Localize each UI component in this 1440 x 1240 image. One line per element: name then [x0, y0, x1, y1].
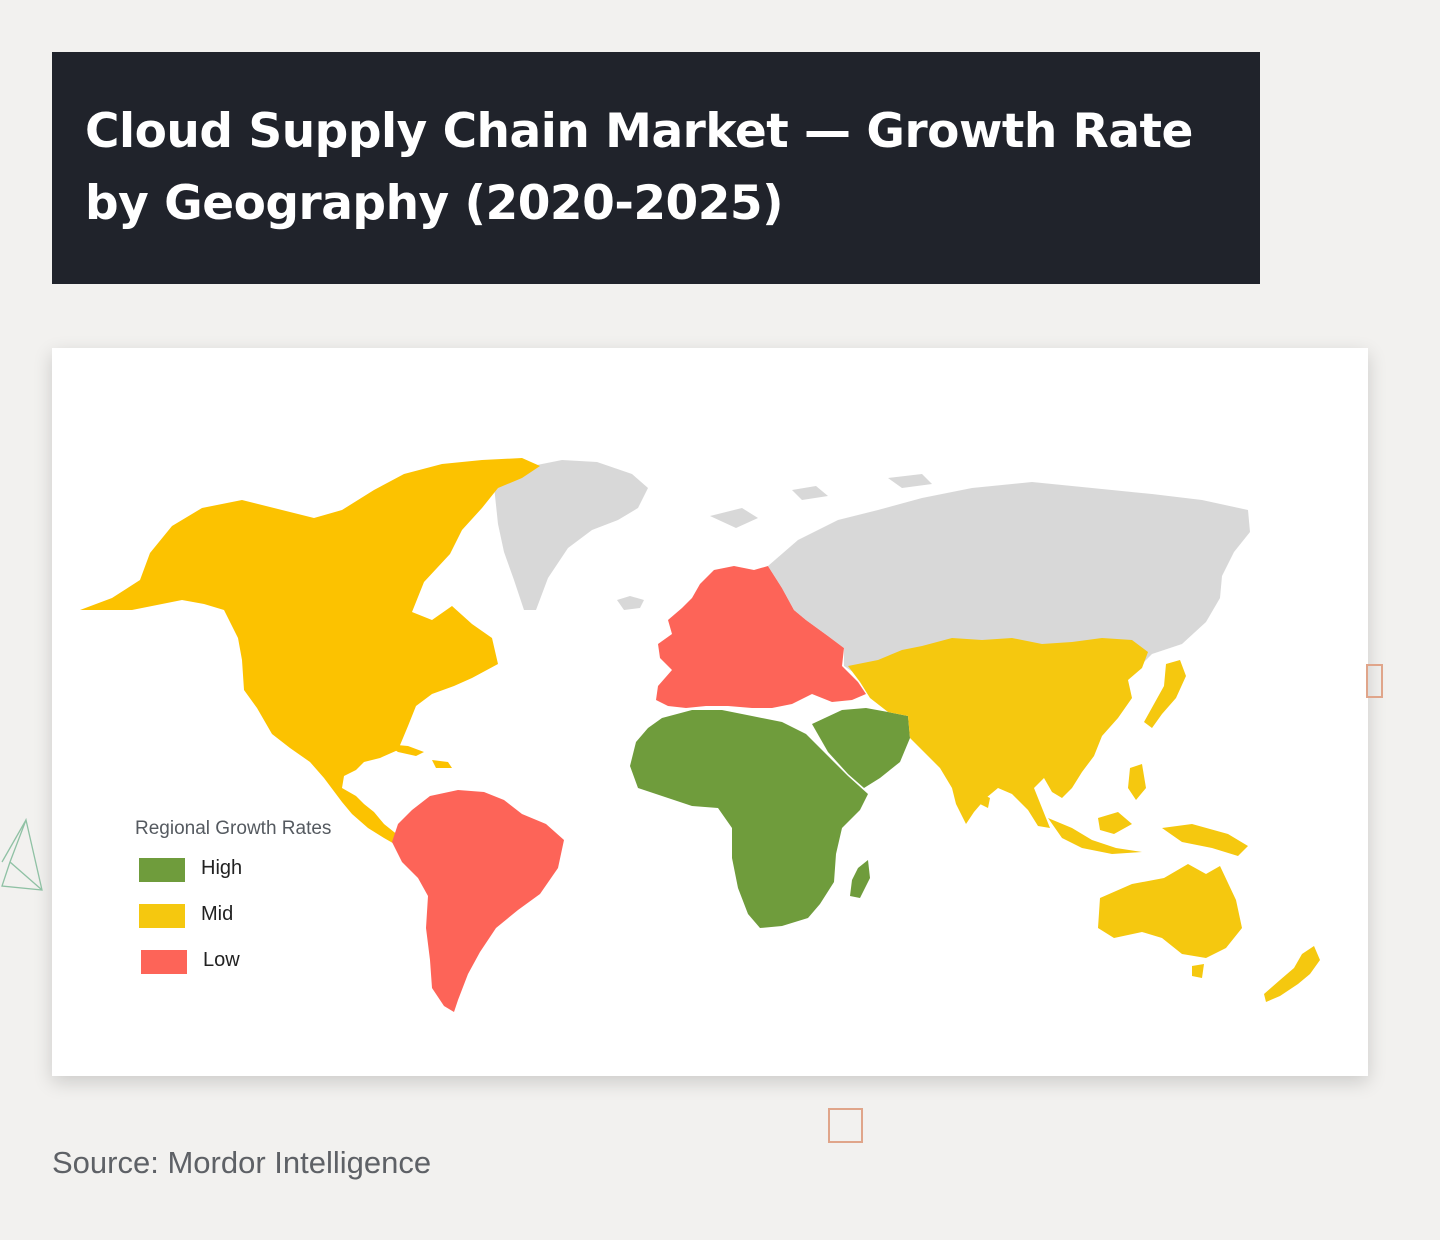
- source-caption: Source: Mordor Intelligence: [52, 1145, 432, 1180]
- legend-label-high: High: [201, 857, 243, 879]
- decorative-square-icon: [1366, 664, 1383, 698]
- region-southeast-asia-islands: [1048, 764, 1248, 856]
- legend-label-mid: Mid: [201, 903, 234, 925]
- world-map: [80, 458, 1320, 1012]
- region-arctic-islands: [710, 474, 932, 528]
- decorative-triangle-icon: [1, 818, 43, 891]
- legend-item-low: Low: [135, 946, 331, 992]
- map-card: Regional Growth Rates High Mid Low: [52, 348, 1368, 1076]
- legend-label-low: Low: [203, 949, 240, 971]
- legend-item-high: High: [135, 854, 331, 900]
- region-caribbean: [386, 744, 452, 768]
- legend-swatch-high: [139, 858, 185, 882]
- legend-swatch-low: [141, 950, 187, 974]
- region-russia: [768, 482, 1250, 678]
- region-middle-east: [812, 708, 910, 788]
- region-north-america: [80, 458, 540, 858]
- region-tasmania: [1192, 964, 1204, 978]
- region-south-america: [392, 790, 564, 1012]
- title-banner: Cloud Supply Chain Market — Growth Rate …: [52, 52, 1260, 284]
- legend-item-mid: Mid: [135, 900, 331, 946]
- region-japan: [1144, 660, 1186, 728]
- legend: Regional Growth Rates High Mid Low: [135, 818, 331, 992]
- region-iceland: [617, 596, 644, 610]
- region-greenland: [494, 460, 648, 610]
- legend-title: Regional Growth Rates: [135, 818, 332, 839]
- legend-swatch-mid: [139, 904, 185, 928]
- region-australia: [1098, 864, 1242, 958]
- region-madagascar: [850, 860, 870, 898]
- decorative-square-icon: [828, 1108, 863, 1143]
- region-asia: [848, 638, 1148, 828]
- region-new-zealand: [1264, 946, 1320, 1002]
- region-sri-lanka: [980, 794, 990, 808]
- region-europe: [656, 566, 866, 708]
- region-africa: [630, 710, 868, 928]
- chart-title: Cloud Supply Chain Market — Growth Rate …: [85, 104, 1193, 231]
